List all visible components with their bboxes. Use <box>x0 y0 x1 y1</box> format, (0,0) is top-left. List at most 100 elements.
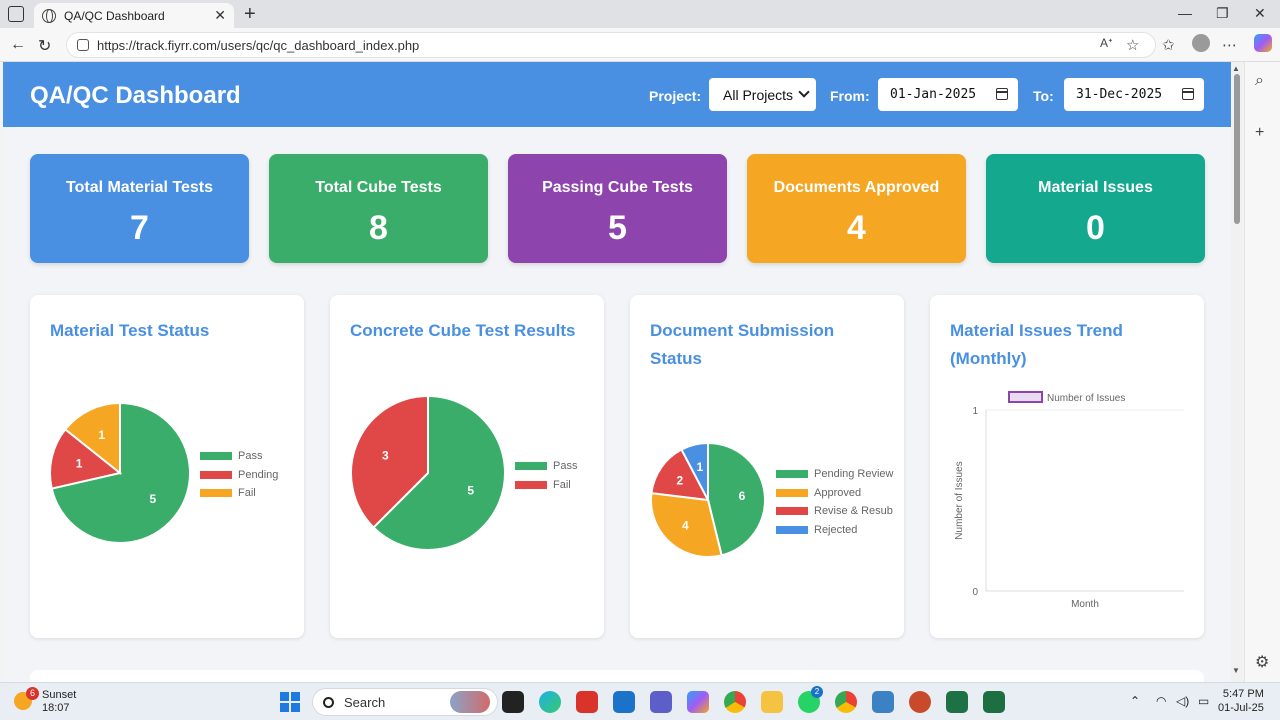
tab-actions-icon[interactable] <box>8 6 24 22</box>
pie-slice-pass[interactable] <box>372 394 506 551</box>
chrome-profile-icon[interactable] <box>835 691 857 713</box>
pie-data-label: 1 <box>696 460 703 474</box>
legend-item[interactable]: Fail <box>515 479 571 491</box>
outlook-icon[interactable] <box>613 691 635 713</box>
legend-item[interactable]: Fail <box>200 487 256 499</box>
legend-item[interactable]: Pass <box>515 460 577 472</box>
chart-card-material-test-status: Material Test Status 5 1 1 Pass Pending Fail <box>30 295 304 638</box>
file-explorer-icon[interactable] <box>761 691 783 713</box>
window-close-icon[interactable]: ✕ <box>1254 5 1266 21</box>
task-view-icon[interactable] <box>502 691 524 713</box>
x-axis-label: Month <box>1071 599 1099 610</box>
scroll-down-icon[interactable]: ▼ <box>1232 666 1240 675</box>
news-widget-icon[interactable] <box>450 691 490 713</box>
stat-title: Documents Approved <box>773 179 940 196</box>
legend-label[interactable]: Number of Issues <box>1047 393 1125 404</box>
back-arrow-icon[interactable]: ← <box>10 36 26 53</box>
pie-data-label: 5 <box>149 492 156 506</box>
pie-slice-pending[interactable] <box>49 427 123 490</box>
chrome-icon[interactable] <box>724 691 746 713</box>
maximize-icon[interactable]: ❐ <box>1216 5 1229 21</box>
add-icon[interactable]: + <box>1255 124 1265 141</box>
page-scrollbar[interactable]: ▲ ▼ <box>1231 62 1243 682</box>
calendar-icon[interactable] <box>996 88 1008 100</box>
taskbar-clock[interactable]: 5:47 PM 01-Jul-25 <box>1218 687 1264 715</box>
pie-slice-revise-resubmit[interactable] <box>650 448 710 502</box>
windows-taskbar: 6 Sunset 18:07 Search 2 ⌃ ◠ ◁) ▭ 5:47 PM… <box>0 682 1280 720</box>
pie-data-label: 1 <box>76 457 83 471</box>
scroll-thumb[interactable] <box>1234 74 1240 224</box>
pie-slice-approved[interactable] <box>650 492 723 558</box>
stat-title: Passing Cube Tests <box>542 179 693 196</box>
stat-title: Total Cube Tests <box>315 179 442 196</box>
browser-tab[interactable]: QA/QC Dashboard ✕ <box>34 3 234 28</box>
new-tab-button[interactable]: + <box>244 3 256 25</box>
teams-icon[interactable] <box>650 691 672 713</box>
favorites-icon[interactable]: ✩ <box>1162 37 1175 54</box>
legend-item[interactable]: Pending Review <box>776 468 894 480</box>
legend-item[interactable]: Pending <box>200 469 278 481</box>
powerpoint-icon[interactable] <box>909 691 931 713</box>
pie-data-label: 6 <box>739 489 746 503</box>
site-info-icon[interactable] <box>77 39 89 51</box>
battery-icon[interactable]: ▭ <box>1198 694 1210 708</box>
to-date-input[interactable]: 31-Dec-2025 <box>1064 78 1204 111</box>
pie-slice-rejected[interactable] <box>680 441 709 501</box>
project-select-value: All Projects <box>723 86 794 103</box>
legend-swatch <box>200 470 232 479</box>
y-tick-label: 1 <box>972 406 978 417</box>
pie-slice-fail[interactable] <box>63 401 121 476</box>
project-icon[interactable] <box>946 691 968 713</box>
from-date-input[interactable]: 01-Jan-2025 <box>878 78 1018 111</box>
volume-icon[interactable]: ◁) <box>1176 694 1190 708</box>
dashboard-header: QA/QC Dashboard Project: All Projects Fr… <box>3 62 1231 127</box>
legend-item[interactable]: Pass <box>200 450 262 462</box>
refresh-icon[interactable]: ↻ <box>38 38 52 55</box>
pie-slice-fail[interactable] <box>350 394 429 529</box>
copilot-icon[interactable] <box>1254 34 1272 52</box>
address-bar[interactable]: https://track.fiyrr.com/users/qc/qc_dash… <box>66 32 1156 58</box>
edge-browser-icon[interactable] <box>539 691 561 713</box>
scroll-up-icon[interactable]: ▲ <box>1232 64 1240 73</box>
project-select[interactable]: All Projects <box>709 78 816 111</box>
primavera-p6-icon[interactable] <box>576 691 598 713</box>
weather-label: Sunset <box>42 689 77 701</box>
pie-slice-pending-review[interactable] <box>707 441 766 557</box>
y-axis-label: Number of Issues <box>954 461 965 539</box>
start-windows-icon[interactable] <box>280 692 300 712</box>
legend-item[interactable]: Approved <box>776 487 861 499</box>
search-icon[interactable]: ⌕ <box>1255 72 1264 89</box>
wifi-icon[interactable]: ◠ <box>1156 694 1167 708</box>
stat-card-total-material-tests: Total Material Tests 7 <box>30 154 249 263</box>
pie-data-label: 4 <box>682 519 689 533</box>
calendar-icon[interactable] <box>1182 88 1194 100</box>
search-icon <box>323 696 334 708</box>
legend-label: Approved <box>814 486 862 499</box>
show-hidden-icons-chevron[interactable]: ⌃ <box>1130 694 1141 708</box>
more-options-icon[interactable]: ⋯ <box>1222 37 1237 54</box>
stat-card-material-issues: Material Issues 0 <box>986 154 1205 263</box>
from-date-value: 01-Jan-2025 <box>890 87 977 102</box>
read-aloud-icon[interactable]: Aᐩ <box>1100 36 1113 50</box>
favorite-star-icon[interactable]: ☆ <box>1126 37 1140 54</box>
stat-title: Material Issues <box>1038 179 1153 196</box>
url-text: https://track.fiyrr.com/users/qc/qc_dash… <box>97 37 420 53</box>
legend-item[interactable]: Revise & Resub <box>776 505 893 517</box>
notepad-icon[interactable] <box>872 691 894 713</box>
stat-value: 4 <box>847 209 866 247</box>
browser-sidebar: ⌕ + ⚙ <box>1244 62 1280 682</box>
legend-item[interactable]: Rejected <box>776 524 857 536</box>
gear-icon[interactable]: ⚙ <box>1255 654 1270 671</box>
stat-card-documents-approved: Documents Approved 4 <box>747 154 966 263</box>
stat-value: 5 <box>608 209 627 247</box>
chart-title: Concrete Cube Test Results <box>350 321 576 340</box>
tab-close-icon[interactable]: ✕ <box>214 7 226 23</box>
minimize-icon[interactable]: — <box>1178 5 1192 21</box>
legend-swatch <box>776 525 808 534</box>
legend-swatch[interactable] <box>1008 391 1043 403</box>
weather-time: 18:07 <box>42 702 70 714</box>
profile-avatar[interactable] <box>1192 34 1210 52</box>
chart-title: Material Test Status <box>50 321 210 340</box>
copilot-app-icon[interactable] <box>687 691 709 713</box>
excel-icon[interactable] <box>983 691 1005 713</box>
